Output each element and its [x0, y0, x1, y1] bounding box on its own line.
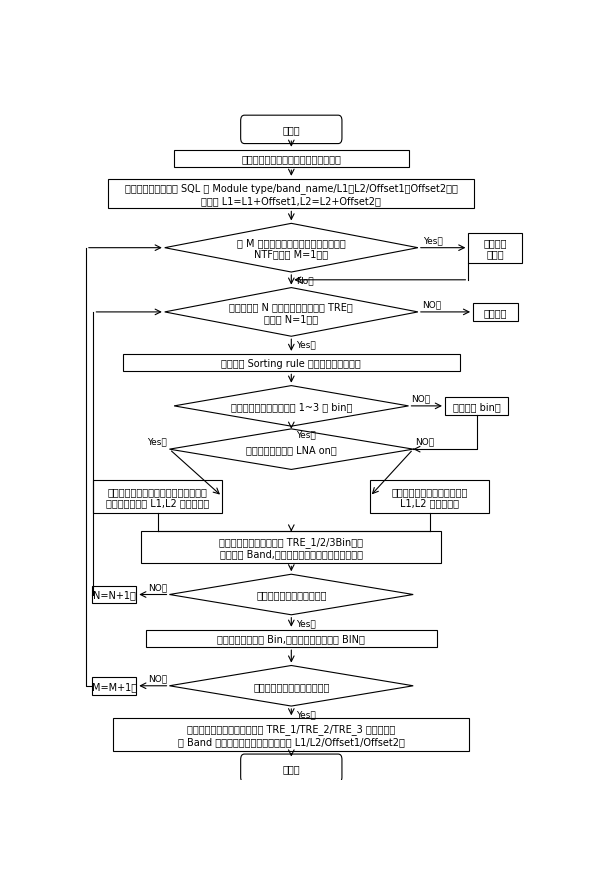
FancyBboxPatch shape [241, 116, 342, 145]
Text: No。: No。 [296, 276, 313, 285]
Text: Yes。: Yes。 [296, 709, 316, 718]
Text: 是否结束所有产品数据分析。: 是否结束所有产品数据分析。 [253, 681, 330, 691]
Text: 记录当前 bin。: 记录当前 bin。 [453, 402, 500, 411]
Text: 读取实际测试值再与新赋得的
L1,L2 比较判断。: 读取实际测试值再与新赋得的 L1,L2 比较判断。 [391, 486, 468, 508]
Text: NO。: NO。 [148, 674, 167, 682]
Polygon shape [169, 666, 413, 706]
Text: 结束。: 结束。 [283, 763, 300, 774]
Text: Yes。: Yes。 [296, 430, 316, 439]
Text: Yes。: Yes。 [147, 438, 167, 446]
FancyBboxPatch shape [92, 586, 136, 603]
Text: 当前失效项是否为优先级 1~3 的 bin。: 当前失效项是否为优先级 1~3 的 bin。 [231, 402, 352, 411]
Text: NO。: NO。 [422, 300, 442, 310]
Text: 获得优先级最高的 Bin,定为此颗产品的分类 BIN。: 获得优先级最高的 Bin,定为此颗产品的分类 BIN。 [217, 634, 365, 644]
Polygon shape [165, 225, 418, 273]
Text: N=N+1。: N=N+1。 [93, 590, 136, 600]
Text: 测试项与 Sorting rule 按照优先级顺序分类: 测试项与 Sorting rule 按照优先级顺序分类 [221, 358, 361, 368]
FancyBboxPatch shape [241, 754, 342, 782]
Text: NO。: NO。 [416, 438, 434, 446]
Text: Yes。: Yes。 [422, 236, 442, 245]
Polygon shape [169, 430, 413, 470]
Text: 选择已知失效模式的复测数据源路径。: 选择已知失效模式的复测数据源路径。 [241, 154, 341, 164]
FancyBboxPatch shape [142, 531, 442, 564]
Text: 转产线自
动测试: 转产线自 动测试 [483, 238, 507, 260]
FancyBboxPatch shape [473, 303, 517, 321]
FancyBboxPatch shape [146, 630, 437, 647]
Text: NO。: NO。 [148, 582, 167, 591]
FancyBboxPatch shape [108, 180, 474, 210]
Text: 是否结束所有测试项分类。: 是否结束所有测试项分类。 [256, 590, 327, 600]
Text: M=M+1。: M=M+1。 [91, 681, 137, 691]
Text: 读取实际测试值减去良品平均测试值；
进而与新赋得的 L1,L2 比较判断。: 读取实际测试值减去良品平均测试值； 进而与新赋得的 L1,L2 比较判断。 [106, 486, 209, 508]
FancyBboxPatch shape [468, 233, 522, 263]
Polygon shape [165, 289, 418, 337]
FancyBboxPatch shape [174, 151, 408, 168]
Text: 统计汇总某型号所有失效模式 TRE_1/TRE_2/TRE_3 的分布；。
某 Band 的插入损耗分布；确定合适的 L1/L2/Offset1/Offset2: 统计汇总某型号所有失效模式 TRE_1/TRE_2/TRE_3 的分布；。 某 … [178, 724, 405, 745]
Text: 测试数据第 N 个测试项判断是否为 TRE。
（首先 N=1）。: 测试数据第 N 个测试项判断是否为 TRE。 （首先 N=1）。 [229, 302, 353, 324]
Polygon shape [174, 386, 408, 427]
Text: Yes。: Yes。 [296, 618, 316, 627]
Text: 不分析。: 不分析。 [483, 308, 507, 317]
FancyBboxPatch shape [370, 481, 489, 513]
Text: 第 M 颗产品复测数据的失效模式是否为
NTF（首先 M=1）。: 第 M 颗产品复测数据的失效模式是否为 NTF（首先 M=1）。 [237, 238, 345, 260]
Text: 输入分析型号；读取 SQL 中 Module type/band_name/L1，L2/Offset1，Offset2，。
新赋得 L1=L1+Offset1,: 输入分析型号；读取 SQL 中 Module type/band_name/L1… [125, 183, 458, 205]
Text: NO。: NO。 [411, 394, 430, 403]
FancyBboxPatch shape [92, 677, 136, 695]
FancyBboxPatch shape [122, 354, 460, 372]
Text: 更改当前测试项的被分类 TRE_1/2/3Bin，。
记录失效 Band,失效值，此批次良品平均测试值。: 更改当前测试项的被分类 TRE_1/2/3Bin，。 记录失效 Band,失效值… [219, 537, 364, 559]
Text: Yes。: Yes。 [296, 340, 316, 349]
Text: 当前测试项是否为 LNA on。: 当前测试项是否为 LNA on。 [246, 445, 336, 454]
FancyBboxPatch shape [445, 397, 508, 415]
FancyBboxPatch shape [93, 481, 222, 513]
Text: 开始。: 开始。 [283, 125, 300, 135]
Polygon shape [169, 574, 413, 615]
FancyBboxPatch shape [113, 718, 469, 751]
